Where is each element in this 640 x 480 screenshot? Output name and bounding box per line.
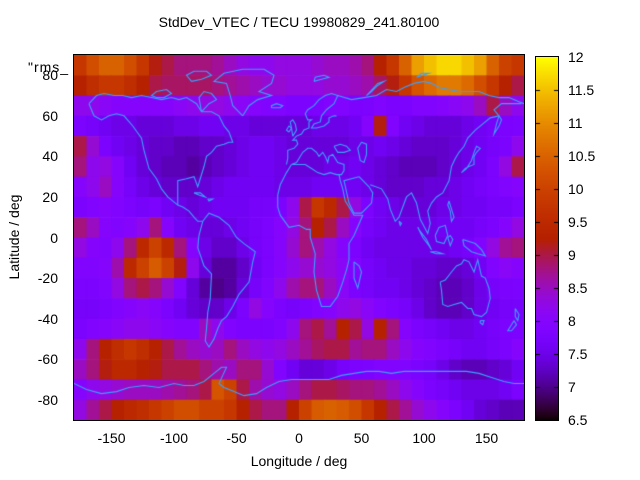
y-tick-label: -20 bbox=[37, 270, 58, 287]
colorbar-tick-label: 6.5 bbox=[568, 412, 588, 428]
y-tick-label: 40 bbox=[42, 148, 58, 165]
y-tick-label: 60 bbox=[42, 107, 58, 124]
y-tick-label: -60 bbox=[37, 351, 58, 368]
x-tick-label: -50 bbox=[226, 430, 247, 446]
y-tick-label: 80 bbox=[42, 67, 58, 84]
colorbar-tick-label: 8 bbox=[568, 313, 576, 329]
x-tick-label: -100 bbox=[159, 430, 189, 446]
x-tick-label: 0 bbox=[295, 430, 303, 446]
y-tick-label: -40 bbox=[37, 310, 58, 327]
heatmap-canvas bbox=[74, 55, 524, 420]
rms-overlay-label: "rms_ bbox=[28, 59, 70, 75]
colorbar-tick-label: 11 bbox=[568, 115, 583, 131]
colorbar-tick-label: 11.5 bbox=[568, 82, 595, 98]
colorbar-tick-label: 12 bbox=[568, 49, 584, 65]
colorbar-tick-label: 10 bbox=[568, 181, 584, 197]
colorbar-canvas bbox=[536, 57, 558, 420]
x-tick-label: 150 bbox=[474, 430, 499, 446]
colorbar-tick-label: 7 bbox=[568, 379, 576, 395]
x-tick-label: 100 bbox=[412, 430, 436, 446]
chart-title: StdDev_VTEC / TECU 19980829_241.80100 bbox=[158, 14, 440, 30]
colorbar-tick-label: 9.5 bbox=[568, 214, 588, 230]
map-plot-area bbox=[73, 54, 525, 421]
colorbar-tick-label: 8.5 bbox=[568, 280, 588, 296]
y-tick-label: -80 bbox=[37, 391, 58, 408]
x-axis-label: Longitude / deg bbox=[250, 453, 348, 469]
colorbar bbox=[535, 56, 559, 421]
colorbar-tick-label: 7.5 bbox=[568, 346, 588, 362]
y-tick-label: 0 bbox=[50, 229, 58, 246]
colorbar-tick-label: 10.5 bbox=[568, 148, 596, 164]
colorbar-tick-label: 9 bbox=[568, 247, 576, 263]
x-tick-label: -150 bbox=[97, 430, 126, 446]
x-tick-label: 50 bbox=[353, 430, 370, 446]
y-tick-label: 20 bbox=[42, 188, 58, 205]
